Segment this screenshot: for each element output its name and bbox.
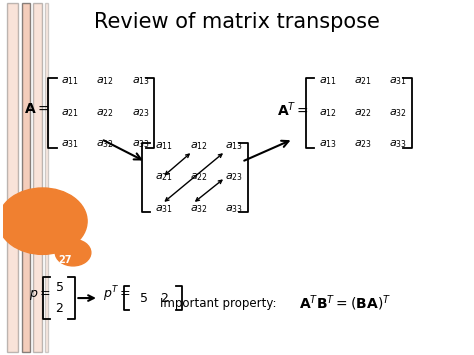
Text: $2$: $2$ [55, 302, 64, 315]
Text: $2$: $2$ [160, 291, 169, 305]
Text: $5$: $5$ [55, 281, 64, 294]
Text: $a_{31}$: $a_{31}$ [61, 138, 79, 150]
Text: $a_{23}$: $a_{23}$ [225, 171, 243, 184]
Text: $a_{23}$: $a_{23}$ [132, 107, 150, 119]
Text: 27: 27 [58, 255, 72, 265]
Text: $a_{21}$: $a_{21}$ [354, 76, 372, 87]
Text: $a_{23}$: $a_{23}$ [354, 138, 372, 150]
Text: $a_{11}$: $a_{11}$ [155, 140, 173, 152]
Text: $a_{22}$: $a_{22}$ [97, 107, 114, 119]
Text: $\mathbf{A}^T\mathbf{B}^T = \left(\mathbf{B}\mathbf{A}\right)^T$: $\mathbf{A}^T\mathbf{B}^T = \left(\mathb… [299, 294, 391, 313]
Text: $\mathbf{A} =$: $\mathbf{A} =$ [24, 102, 49, 116]
Text: $a_{22}$: $a_{22}$ [354, 107, 372, 119]
Text: $a_{21}$: $a_{21}$ [155, 171, 173, 184]
Text: $a_{21}$: $a_{21}$ [61, 107, 79, 119]
Circle shape [0, 188, 87, 255]
Text: $a_{22}$: $a_{22}$ [190, 171, 208, 184]
Text: $a_{31}$: $a_{31}$ [389, 76, 407, 87]
Text: $p^T =$: $p^T =$ [103, 285, 131, 304]
Text: Important property:: Important property: [160, 297, 276, 310]
Text: $a_{12}$: $a_{12}$ [319, 107, 337, 119]
Text: $a_{13}$: $a_{13}$ [319, 138, 337, 150]
Text: $a_{13}$: $a_{13}$ [132, 76, 150, 87]
Text: $a_{33}$: $a_{33}$ [389, 138, 407, 150]
FancyBboxPatch shape [21, 3, 30, 352]
Text: $a_{12}$: $a_{12}$ [97, 76, 114, 87]
Text: $p =$: $p =$ [28, 288, 50, 301]
Circle shape [55, 239, 91, 266]
FancyBboxPatch shape [45, 3, 48, 352]
Text: $5$: $5$ [139, 291, 148, 305]
Text: $a_{32}$: $a_{32}$ [389, 107, 407, 119]
Text: $a_{11}$: $a_{11}$ [319, 76, 337, 87]
Text: $a_{32}$: $a_{32}$ [97, 138, 114, 150]
Text: Review of matrix transpose: Review of matrix transpose [94, 12, 380, 32]
Text: $a_{11}$: $a_{11}$ [61, 76, 79, 87]
Text: $a_{33}$: $a_{33}$ [132, 138, 150, 150]
FancyBboxPatch shape [8, 3, 18, 352]
Text: $a_{12}$: $a_{12}$ [190, 140, 208, 152]
Text: $a_{13}$: $a_{13}$ [225, 140, 243, 152]
Text: $\mathbf{A}^T =$: $\mathbf{A}^T =$ [277, 100, 309, 119]
Text: $a_{32}$: $a_{32}$ [190, 203, 208, 215]
Text: $a_{33}$: $a_{33}$ [225, 203, 243, 215]
Text: $a_{31}$: $a_{31}$ [155, 203, 173, 215]
FancyBboxPatch shape [33, 3, 42, 352]
